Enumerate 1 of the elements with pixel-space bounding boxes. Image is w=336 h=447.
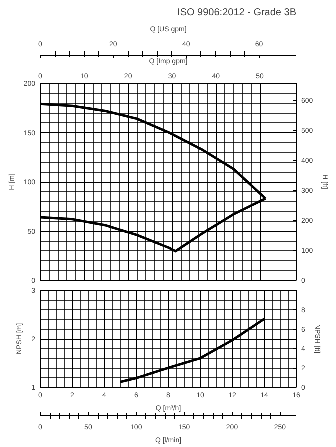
chart-title: ISO 9906:2012 - Grade 3B [178, 8, 297, 18]
